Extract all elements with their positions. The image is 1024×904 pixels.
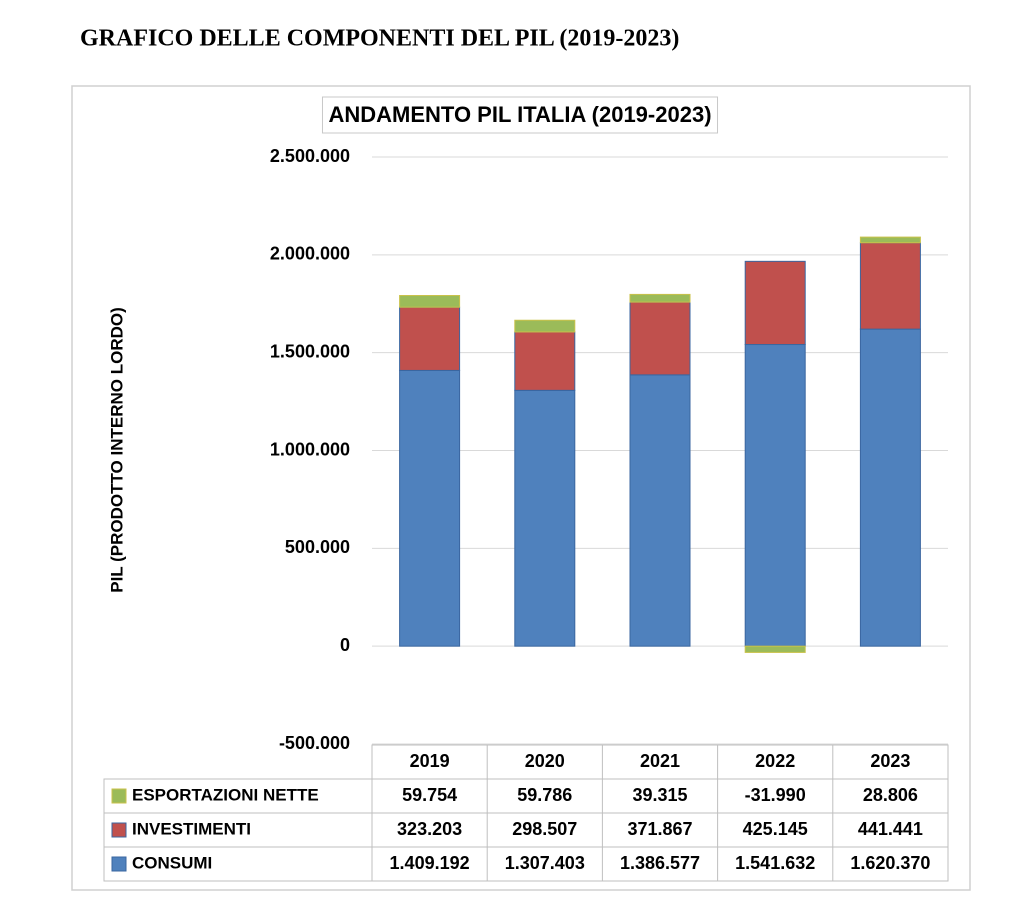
bar-segment bbox=[744, 344, 806, 647]
y-tick-label: 1.500.000 bbox=[270, 341, 350, 361]
table-value: 39.315 bbox=[632, 785, 687, 805]
table-value: 371.867 bbox=[627, 819, 692, 839]
page-heading: GRAFICO DELLE COMPONENTI DEL PIL (2019-2… bbox=[80, 26, 679, 52]
chart-frame bbox=[71, 85, 971, 891]
legend-swatch bbox=[111, 822, 127, 838]
table-value: 425.145 bbox=[743, 819, 808, 839]
bar-segment bbox=[399, 369, 461, 647]
y-tick-label: 1.000.000 bbox=[270, 439, 350, 459]
legend-label: CONSUMI bbox=[132, 853, 212, 872]
table-value: 298.507 bbox=[512, 819, 577, 839]
bar-segment bbox=[629, 301, 691, 376]
y-tick-label: 0 bbox=[340, 635, 350, 655]
chart-title: ANDAMENTO PIL ITALIA (2019-2023) bbox=[328, 102, 711, 127]
table-value: -31.990 bbox=[745, 785, 806, 805]
y-axis-label: PIL (PRODOTTO INTERNO LORDO) bbox=[107, 307, 126, 593]
bar-segment bbox=[744, 645, 806, 653]
x-tick-label: 2023 bbox=[870, 751, 910, 771]
bar-segment bbox=[514, 389, 576, 647]
bar-segment bbox=[514, 319, 576, 333]
bar-segment bbox=[859, 236, 921, 244]
legend-swatch bbox=[111, 788, 127, 804]
bar-segment bbox=[514, 331, 576, 391]
table-value: 1.409.192 bbox=[390, 853, 470, 873]
table-value: 59.754 bbox=[402, 785, 457, 805]
y-tick-label: -500.000 bbox=[279, 733, 350, 753]
bar-segment bbox=[629, 293, 691, 303]
legend-label: ESPORTAZIONI NETTE bbox=[132, 785, 319, 804]
legend-label: INVESTIMENTI bbox=[132, 819, 251, 838]
table-value: 1.307.403 bbox=[505, 853, 585, 873]
table-value: 1.386.577 bbox=[620, 853, 700, 873]
x-tick-label: 2022 bbox=[755, 751, 795, 771]
bar-segment bbox=[399, 306, 461, 371]
y-tick-label: 2.500.000 bbox=[270, 146, 350, 166]
bar-segment bbox=[629, 374, 691, 647]
x-tick-label: 2020 bbox=[525, 751, 565, 771]
bar-segment bbox=[744, 260, 806, 346]
table-border bbox=[103, 778, 949, 882]
bar-segment bbox=[399, 295, 461, 308]
y-tick-label: 500.000 bbox=[285, 537, 350, 557]
table-value: 323.203 bbox=[397, 819, 462, 839]
x-tick-label: 2019 bbox=[410, 751, 450, 771]
table-value: 1.541.632 bbox=[735, 853, 815, 873]
bar-segment bbox=[859, 328, 921, 647]
table-value: 59.786 bbox=[517, 785, 572, 805]
table-value: 28.806 bbox=[863, 785, 918, 805]
table-value: 441.441 bbox=[858, 819, 923, 839]
legend-swatch bbox=[111, 856, 127, 872]
bar-segment bbox=[859, 242, 921, 330]
x-tick-label: 2021 bbox=[640, 751, 680, 771]
y-tick-label: 2.000.000 bbox=[270, 244, 350, 264]
title-box bbox=[321, 96, 719, 134]
table-value: 1.620.370 bbox=[850, 853, 930, 873]
